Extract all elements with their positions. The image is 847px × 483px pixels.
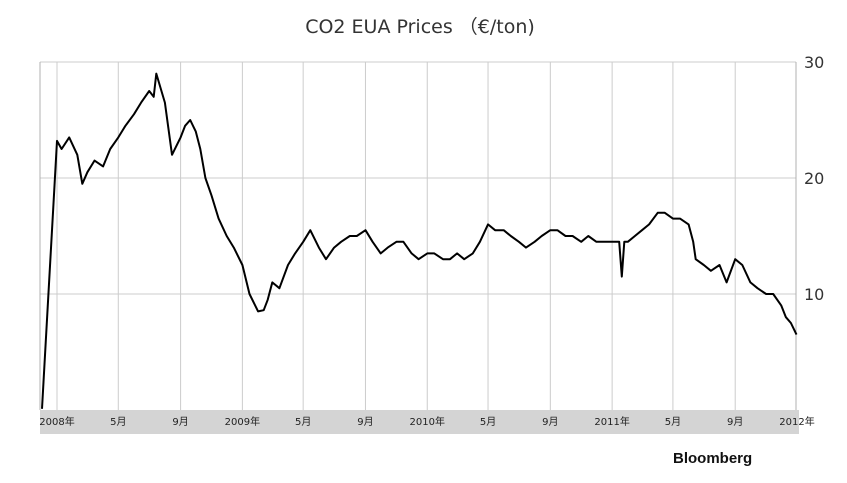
x-tick-label: 9月: [172, 416, 188, 428]
price-series-line: [41, 72, 798, 409]
x-tick-label: 5月: [480, 416, 496, 428]
source-label: Bloomberg: [673, 450, 753, 467]
y-tick-label: 10: [804, 285, 824, 304]
x-tick-label: 5月: [665, 416, 681, 428]
x-tick-label: 2011年: [594, 415, 629, 428]
x-tick-label: 2008年: [39, 415, 74, 428]
x-tick-label: 5月: [110, 416, 126, 428]
series-layer: [41, 72, 798, 409]
chart-title: CO2 EUA Prices （€/ton): [305, 16, 535, 38]
y-tick-labels: 10 20 30: [804, 53, 824, 304]
x-tick-label: 9月: [357, 416, 373, 428]
x-tick-labels: 2008年 5月 9月 2009年 5月 9月 2010年 5月 9月 2011年 5月 9月 2012…: [39, 415, 814, 428]
x-axis-band: [40, 410, 799, 434]
plot-background: [40, 62, 796, 410]
y-tick-label: 30: [804, 53, 824, 72]
x-tick-label: 5月: [295, 416, 311, 428]
grid-lines: [40, 61, 796, 410]
y-tick-label: 20: [804, 169, 824, 188]
x-tick-label: 2009年: [225, 415, 260, 428]
x-tick-label: 9月: [542, 416, 558, 428]
x-tick-label: 2012年: [779, 415, 814, 428]
x-tick-label: 2010年: [410, 415, 445, 428]
x-tick-label: 9月: [727, 416, 743, 428]
